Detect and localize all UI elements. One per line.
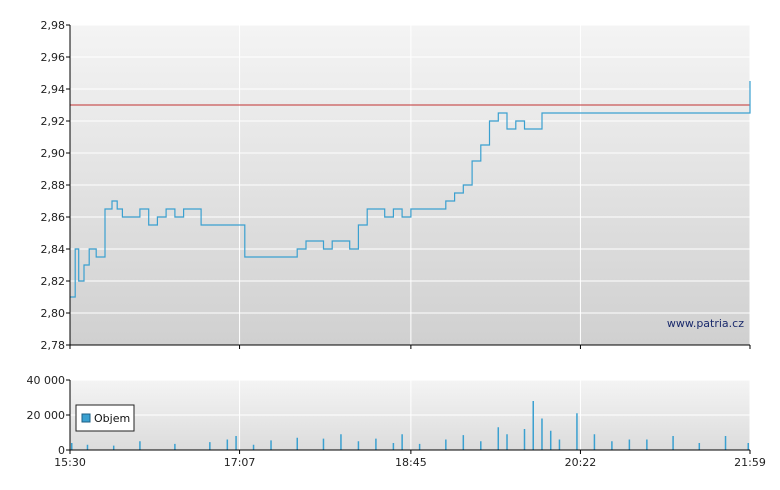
volume-bar xyxy=(558,439,561,450)
volume-bar xyxy=(296,437,298,450)
volume-bar xyxy=(698,443,701,450)
volume-bar xyxy=(672,436,674,450)
volume-bar xyxy=(226,439,229,450)
volume-bar xyxy=(235,436,237,450)
x-tick-label: 15:30 xyxy=(54,456,86,469)
x-ticks: 15:30 17:07 18:45 20:22 21:59 xyxy=(54,345,766,469)
price-y-tick-label: 2,98 xyxy=(41,19,66,32)
volume-bar xyxy=(593,434,596,450)
price-y-tick-label: 2,86 xyxy=(41,211,66,224)
volume-bar xyxy=(497,427,500,450)
legend-swatch xyxy=(81,413,91,423)
volume-bar xyxy=(445,439,447,450)
volume-bar xyxy=(322,438,325,450)
volume-bar xyxy=(576,413,578,450)
volume-bar xyxy=(340,434,342,450)
volume-y-tick-label: 0 xyxy=(58,444,65,457)
x-tick-label: 17:07 xyxy=(224,456,256,469)
price-y-tick-label: 2,96 xyxy=(41,51,66,64)
volume-bars xyxy=(70,401,750,450)
volume-bar xyxy=(401,434,403,450)
volume-bar xyxy=(462,435,465,450)
volume-bar xyxy=(646,439,648,450)
volume-bar xyxy=(724,436,727,450)
volume-bar xyxy=(392,443,395,450)
volume-bar xyxy=(209,442,211,450)
price-y-tick-label: 2,94 xyxy=(41,83,66,96)
price-y-tick-label: 2,90 xyxy=(41,147,66,160)
volume-y-tick-label: 20 000 xyxy=(27,409,66,422)
volume-bar xyxy=(628,439,631,450)
x-tick-label: 20:22 xyxy=(565,456,597,469)
volume-bar xyxy=(480,441,482,450)
volume-bar xyxy=(747,443,750,450)
x-tick-label: 21:59 xyxy=(734,456,766,469)
price-series-line xyxy=(70,81,751,298)
volume-bar xyxy=(418,443,421,450)
volume-bar xyxy=(541,418,543,450)
volume-y-tick-label: 40 000 xyxy=(27,374,66,387)
volume-bar xyxy=(252,444,255,450)
volume-bar xyxy=(611,441,613,450)
volume-bar xyxy=(375,438,377,450)
volume-bar xyxy=(523,429,526,450)
volume-bar xyxy=(70,443,73,450)
volume-y-ticks: 0 20 000 40 000 xyxy=(27,374,70,457)
volume-legend: Objem xyxy=(75,404,135,432)
volume-bar xyxy=(357,441,360,450)
price-y-tick-label: 2,82 xyxy=(41,275,66,288)
volume-bar xyxy=(270,440,272,450)
price-y-ticks: 2,78 2,80 2,82 2,84 2,86 2,88 2,90 2,92 2,94 2,96… xyxy=(41,19,70,352)
volume-bar xyxy=(112,445,115,450)
watermark-text: www.patria.cz xyxy=(667,317,744,330)
legend-label: Objem xyxy=(94,412,130,425)
x-tick-label: 18:45 xyxy=(395,456,427,469)
volume-bar xyxy=(532,401,534,450)
price-y-tick-label: 2,88 xyxy=(41,179,66,192)
volume-bar xyxy=(549,430,552,450)
volume-bar xyxy=(506,434,508,450)
volume-bar xyxy=(174,443,176,450)
price-y-tick-label: 2,80 xyxy=(41,307,66,320)
volume-bar xyxy=(86,444,89,450)
price-y-tick-label: 2,92 xyxy=(41,115,66,128)
price-y-tick-label: 2,78 xyxy=(41,339,66,352)
volume-bar xyxy=(139,441,141,450)
price-y-tick-label: 2,84 xyxy=(41,243,66,256)
